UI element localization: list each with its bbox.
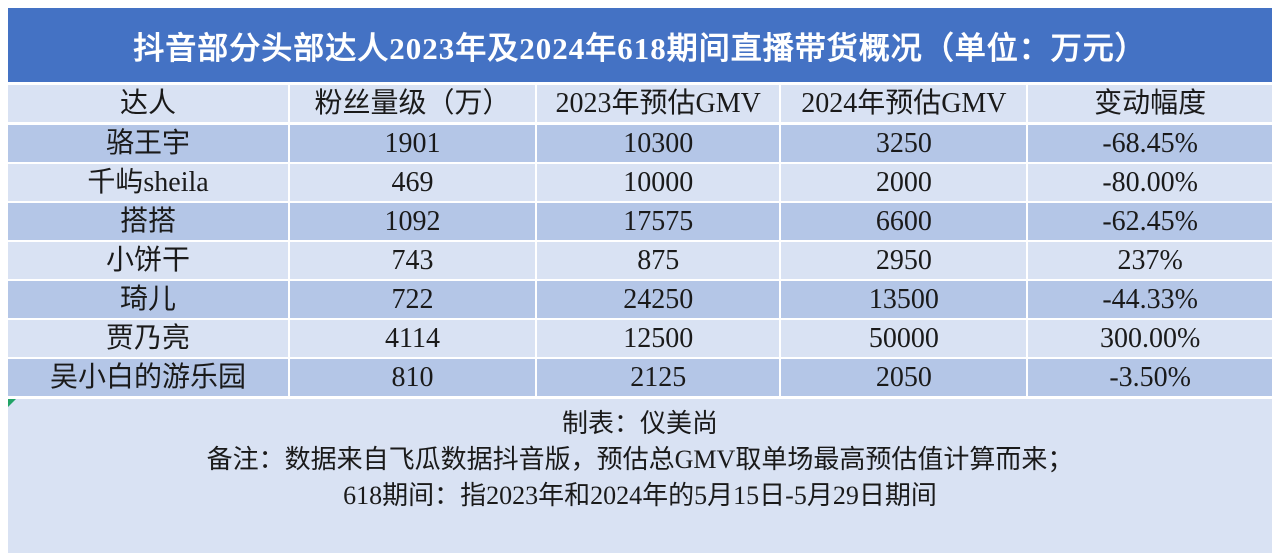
table-row-cell-gmv2024: 2000 bbox=[781, 164, 1027, 201]
table-row-cell-fans: 4114 bbox=[290, 320, 535, 357]
footer-note-period: 618期间：指2023年和2024年的5月15日-5月29日期间 bbox=[343, 481, 937, 510]
footer-credit: 制表：仪美尚 bbox=[561, 409, 718, 438]
table-row-cell-gmv2024: 13500 bbox=[781, 281, 1027, 318]
table-row-cell-gmv2023: 17575 bbox=[537, 203, 780, 240]
spreadsheet-table: 抖音部分头部达人2023年及2024年618期间直播带货概况（单位：万元） 达人… bbox=[8, 8, 1272, 553]
table-row-cell-name: 千屿sheila bbox=[8, 164, 289, 201]
column-header-fans: 粉丝量级（万） bbox=[290, 85, 535, 122]
table-row-cell-fans: 1901 bbox=[290, 125, 535, 162]
table-row-cell-fans: 722 bbox=[290, 281, 535, 318]
table-row-cell-gmv2024: 50000 bbox=[781, 320, 1027, 357]
table-row-cell-fans: 1092 bbox=[290, 203, 535, 240]
table-header-row: 达人 粉丝量级（万） 2023年预估GMV 2024年预估GMV 变动幅度 bbox=[8, 85, 1272, 122]
table-row-cell-gmv2024: 2050 bbox=[781, 359, 1027, 396]
footer-note-source: 备注：数据来自飞瓜数据抖音版，预估总GMV取单场最高预估值计算而来； bbox=[206, 445, 1074, 474]
table-row-cell-gmv2023: 875 bbox=[537, 242, 780, 279]
table-row-cell-name: 骆王宇 bbox=[8, 125, 289, 162]
table-row-cell-change: -44.33% bbox=[1028, 281, 1272, 318]
table-row-cell-change: -62.45% bbox=[1028, 203, 1272, 240]
table-row-cell-name: 搭搭 bbox=[8, 203, 289, 240]
table-row-cell-gmv2024: 3250 bbox=[781, 125, 1027, 162]
table-row-cell-gmv2023: 2125 bbox=[537, 359, 780, 396]
table-footer-notes: 制表：仪美尚 备注：数据来自飞瓜数据抖音版，预估总GMV取单场最高预估值计算而来… bbox=[8, 399, 1272, 553]
table-row-cell-change: 300.00% bbox=[1028, 320, 1272, 357]
table-row-cell-fans: 743 bbox=[290, 242, 535, 279]
table-row-cell-change: 237% bbox=[1028, 242, 1272, 279]
table-row-cell-name: 吴小白的游乐园 bbox=[8, 359, 289, 396]
table-title: 抖音部分头部达人2023年及2024年618期间直播带货概况（单位：万元） bbox=[8, 8, 1272, 82]
table-row-cell-gmv2024: 6600 bbox=[781, 203, 1027, 240]
column-header-name: 达人 bbox=[8, 85, 289, 122]
table-row-cell-fans: 469 bbox=[290, 164, 535, 201]
cell-error-indicator-icon bbox=[8, 399, 16, 407]
table-row-cell-name: 琦儿 bbox=[8, 281, 289, 318]
table-row-cell-gmv2023: 12500 bbox=[537, 320, 780, 357]
table-row-cell-gmv2023: 10300 bbox=[537, 125, 780, 162]
table-body: 骆王宇 1901 10300 3250 -68.45% 千屿sheila 469… bbox=[8, 125, 1272, 396]
table-row-cell-change: -68.45% bbox=[1028, 125, 1272, 162]
table-row-cell-fans: 810 bbox=[290, 359, 535, 396]
column-header-gmv2024: 2024年预估GMV bbox=[781, 85, 1027, 122]
column-header-gmv2023: 2023年预估GMV bbox=[537, 85, 780, 122]
table-row-cell-name: 小饼干 bbox=[8, 242, 289, 279]
table-row-cell-change: -80.00% bbox=[1028, 164, 1272, 201]
table-row-cell-gmv2023: 24250 bbox=[537, 281, 780, 318]
table-row-cell-name: 贾乃亮 bbox=[8, 320, 289, 357]
column-header-change: 变动幅度 bbox=[1028, 85, 1272, 122]
table-row-cell-change: -3.50% bbox=[1028, 359, 1272, 396]
table-row-cell-gmv2023: 10000 bbox=[537, 164, 780, 201]
table-row-cell-gmv2024: 2950 bbox=[781, 242, 1027, 279]
